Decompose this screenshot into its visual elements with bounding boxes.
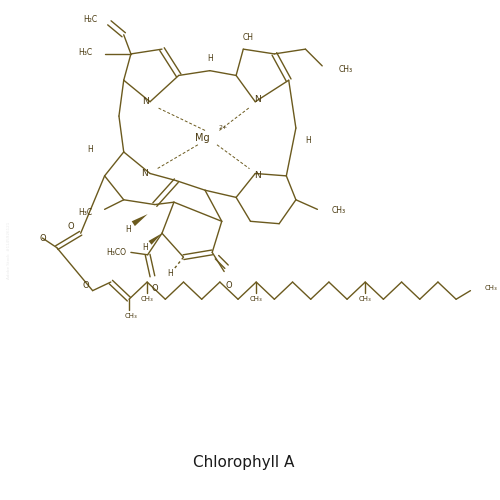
Text: O: O: [39, 234, 46, 242]
Text: CH₃: CH₃: [332, 206, 346, 216]
Polygon shape: [148, 234, 162, 244]
Text: Adobe Stock  #1145926121: Adobe Stock #1145926121: [7, 222, 11, 278]
Text: N: N: [254, 95, 261, 104]
Text: 2+: 2+: [218, 124, 228, 130]
Text: Mg: Mg: [196, 132, 210, 142]
Text: H: H: [142, 243, 148, 252]
Text: O: O: [82, 282, 89, 290]
Polygon shape: [132, 214, 148, 226]
Text: H: H: [87, 145, 92, 154]
Text: H: H: [305, 136, 310, 144]
Text: O: O: [226, 282, 232, 290]
Text: H: H: [126, 226, 132, 234]
Text: CH₃: CH₃: [359, 296, 372, 302]
Text: CH₃: CH₃: [339, 64, 353, 74]
Text: N: N: [142, 97, 148, 106]
Text: O: O: [68, 222, 74, 230]
Text: O: O: [152, 284, 158, 293]
Text: H: H: [207, 54, 212, 63]
Text: CH₃: CH₃: [485, 286, 498, 292]
Text: CH₃: CH₃: [141, 296, 154, 302]
Text: Chlorophyll A: Chlorophyll A: [192, 456, 294, 470]
Text: H₃C: H₃C: [78, 48, 92, 58]
Text: CH: CH: [242, 32, 254, 42]
Text: N: N: [254, 172, 261, 180]
Text: H₂C: H₂C: [84, 15, 98, 24]
Text: H: H: [167, 270, 173, 278]
Text: CH₃: CH₃: [250, 296, 262, 302]
Text: N: N: [141, 169, 148, 178]
Text: H₃CO: H₃CO: [106, 248, 126, 257]
Text: CH₃: CH₃: [125, 313, 138, 319]
Text: H₃C: H₃C: [78, 208, 92, 217]
